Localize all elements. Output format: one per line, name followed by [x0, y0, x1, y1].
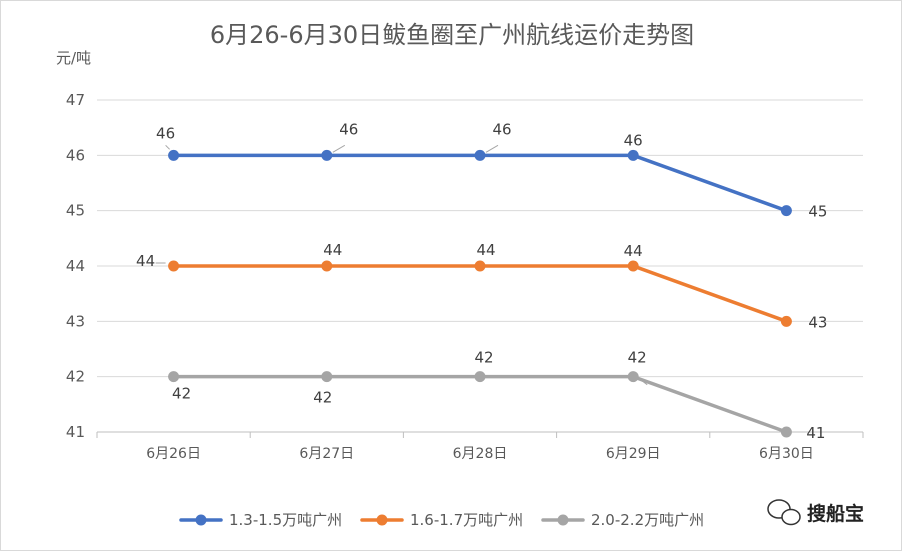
data-label: 44	[624, 242, 643, 260]
watermark-left-text: 大数跨境	[39, 524, 99, 542]
data-point	[474, 149, 486, 161]
legend-label: 2.0-2.2万吨广州	[591, 511, 704, 529]
data-point	[627, 260, 639, 272]
watermark-logo-icon	[12, 525, 26, 539]
data-label-leader	[485, 144, 499, 153]
x-tick-label: 6月27日	[299, 446, 354, 462]
data-point	[780, 426, 792, 438]
data-label: 42	[313, 389, 332, 407]
x-axis-ticks: 6月26日 6月27日 6月28日 6月29日 6月30日	[96, 432, 864, 462]
data-point	[321, 149, 333, 161]
data-label: 41	[806, 424, 825, 442]
data-label: 42	[628, 349, 647, 367]
data-label: 42	[172, 385, 191, 403]
data-label: 44	[323, 241, 342, 259]
legend-swatch-marker	[195, 514, 207, 526]
y-tick-label: 44	[66, 257, 85, 275]
legend-label: 1.3-1.5万吨广州	[229, 511, 342, 529]
chart-title: 6月26-6月30日鲅鱼圈至广州航线运价走势图	[210, 21, 694, 49]
x-tick-label: 6月26日	[146, 446, 201, 462]
data-label: 42	[474, 349, 493, 367]
data-point	[627, 371, 639, 383]
data-point	[168, 260, 180, 272]
data-point	[474, 260, 486, 272]
data-point	[321, 260, 333, 272]
x-tick-label: 6月30日	[759, 446, 814, 462]
y-tick-label: 41	[66, 423, 85, 441]
data-point	[168, 371, 180, 383]
data-label: 43	[808, 313, 827, 331]
legend: 1.3-1.5万吨广州 1.6-1.7万吨广州 2.0-2.2万吨广州	[179, 511, 704, 529]
legend-swatch-marker	[376, 514, 388, 526]
data-labels: 46 46 46 46 45 44 44 44 44 43 42 42 42 42 41	[136, 120, 827, 442]
y-tick-label: 45	[66, 202, 85, 220]
data-label: 44	[476, 241, 495, 259]
data-point	[474, 371, 486, 383]
legend-label: 1.6-1.7万吨广州	[410, 511, 523, 529]
legend-swatch-marker	[557, 514, 569, 526]
data-point	[627, 149, 639, 161]
data-point	[780, 205, 792, 217]
watermark-left: 大数跨境	[12, 524, 99, 542]
wechat-icon	[767, 499, 801, 526]
data-point	[780, 315, 792, 327]
y-tick-label: 47	[66, 91, 85, 109]
data-label: 46	[492, 120, 511, 138]
y-axis-unit: 元/吨	[56, 49, 91, 67]
watermark-right-text: 搜船宝	[807, 502, 864, 525]
data-point	[168, 149, 180, 161]
y-tick-label: 43	[66, 312, 85, 330]
data-label-leader	[638, 378, 648, 386]
data-label-leader	[332, 144, 346, 153]
data-label: 46	[156, 124, 175, 142]
data-label-leader	[165, 144, 170, 150]
data-label: 44	[136, 252, 155, 270]
y-tick-label: 46	[66, 146, 85, 164]
y-tick-label: 42	[66, 368, 85, 386]
series-line-1	[171, 153, 789, 213]
series-line-2	[171, 264, 789, 324]
series-line-3	[171, 374, 789, 434]
x-tick-label: 6月29日	[606, 446, 661, 462]
data-label: 46	[624, 131, 643, 149]
data-label: 45	[808, 203, 827, 221]
watermark-right: 搜船宝	[767, 499, 864, 526]
data-label: 46	[339, 120, 358, 138]
series-lines	[168, 149, 792, 438]
data-point	[321, 371, 333, 383]
y-axis-ticks: 41 42 43 44 45 46 47	[66, 91, 85, 441]
x-tick-label: 6月28日	[453, 446, 508, 462]
